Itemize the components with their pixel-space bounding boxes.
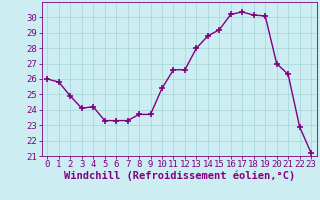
X-axis label: Windchill (Refroidissement éolien,°C): Windchill (Refroidissement éolien,°C) — [64, 171, 295, 181]
